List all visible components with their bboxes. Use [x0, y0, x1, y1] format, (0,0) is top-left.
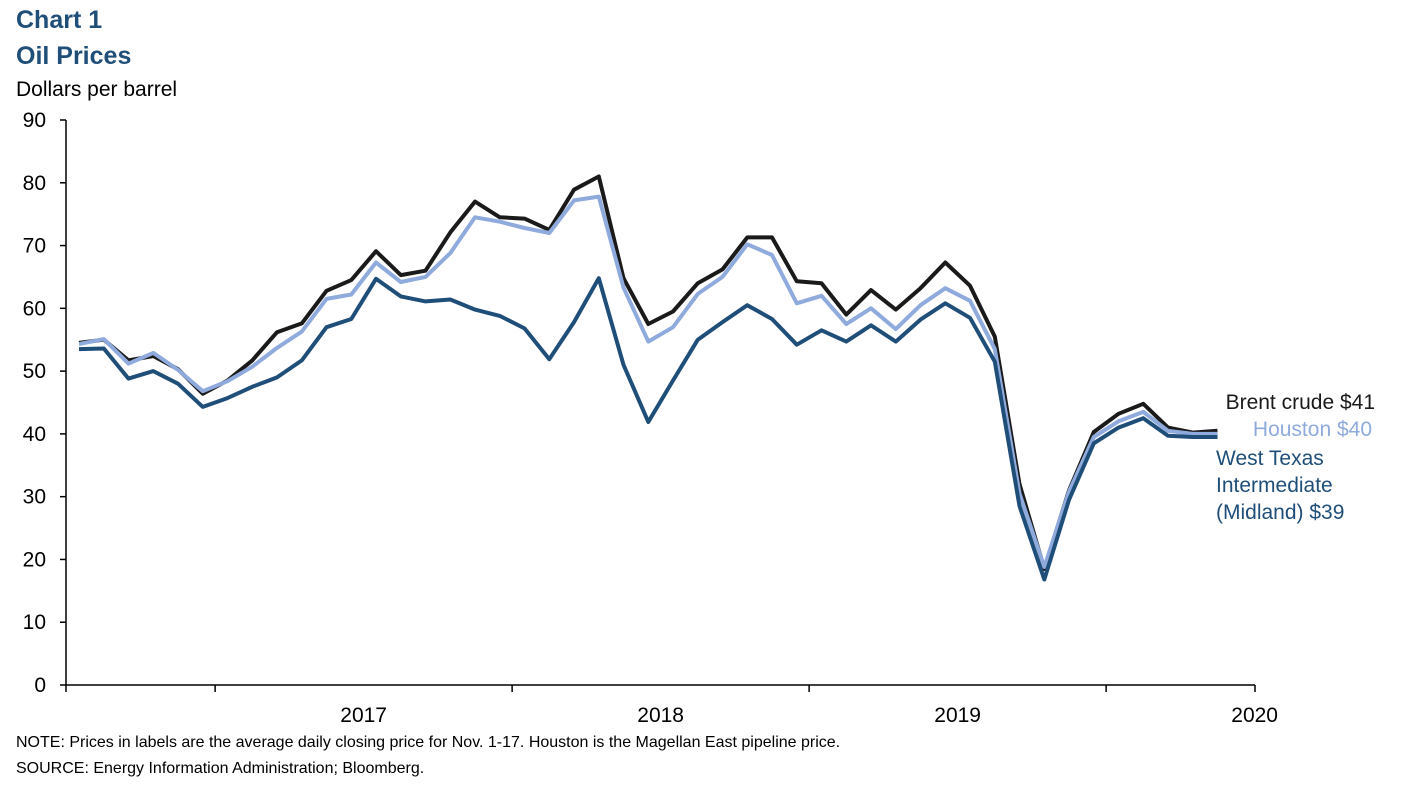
y-tick-label: 80 [23, 172, 46, 195]
series-label-houston: Houston $40 [1253, 418, 1372, 441]
chart-title: Oil Prices [16, 42, 132, 70]
y-tick-label: 0 [34, 674, 46, 697]
chart-series-lines [78, 174, 1218, 582]
y-tick-label: 50 [23, 360, 46, 383]
x-tick-label: 2018 [637, 704, 684, 727]
y-tick-label: 90 [23, 109, 46, 132]
x-tick-label: 2017 [340, 704, 387, 727]
series-label-west-texas-intermediate: West Texas [1216, 447, 1324, 470]
chart-number: Chart 1 [16, 6, 103, 34]
y-tick-label: 60 [23, 297, 46, 320]
series-label-west-texas-intermediate: Intermediate [1216, 474, 1333, 497]
series-line-brent-crude [78, 174, 1218, 571]
series-label-brent-crude: Brent crude $41 [1226, 391, 1375, 414]
y-tick-label: 40 [23, 423, 46, 446]
chart-source: SOURCE: Energy Information Administratio… [16, 760, 425, 777]
y-tick-label: 20 [23, 548, 46, 571]
chart-note: NOTE: Prices in labels are the average d… [16, 734, 841, 751]
series-line-houston [78, 194, 1218, 569]
chart-axes: 0 10 20 30 40 50 60 70 80 90 2017 2018 2019 2020 [23, 109, 1278, 727]
y-axis-unit-label: Dollars per barrel [16, 78, 178, 101]
y-tick-label: 30 [23, 486, 46, 509]
y-tick-label: 70 [23, 235, 46, 258]
chart-series-labels: Brent crude $41 Houston $40 West Texas Inte… [1216, 391, 1375, 524]
series-line-west-texas-intermediate [78, 276, 1218, 582]
y-tick-label: 10 [23, 611, 46, 634]
x-tick-label: 2020 [1231, 704, 1278, 727]
x-tick-label: 2019 [934, 704, 981, 727]
series-label-west-texas-intermediate: (Midland) $39 [1216, 501, 1344, 524]
